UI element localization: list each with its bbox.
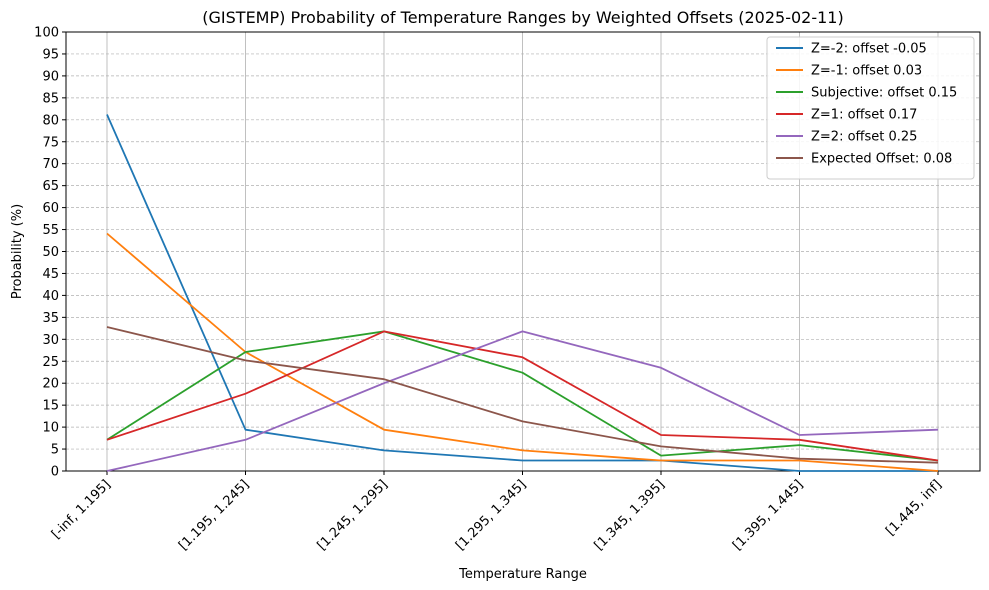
y-tick-label: 0 [51,465,59,480]
x-tick-label: [1.195, 1.245] [176,477,252,553]
legend: Z=-2: offset -0.05 Z=-1: offset 0.03 Subje… [766,36,975,180]
x-axis-title: Temperature Range [458,567,587,582]
series-line-3 [106,330,939,462]
y-tick-label: 75 [42,135,59,150]
y-tick-label: 85 [42,91,59,106]
y-tick-label: 60 [42,201,59,216]
x-tick-label: [1.445, inf] [883,477,945,539]
grid [66,31,980,472]
series-line-4 [106,330,939,462]
y-tick-label: 65 [42,179,59,194]
series-line-5 [106,330,939,472]
y-tick-label: 70 [42,157,59,172]
y-tick-label: 95 [42,47,59,62]
y-axis-title: Probability (%) [10,204,25,299]
series-line-6 [106,326,939,464]
x-tick-label: [1.245, 1.295] [315,477,391,553]
y-tick-label: 80 [42,113,59,128]
y-tick-label: 30 [42,333,59,348]
y-tick-label: 100 [34,26,59,41]
x-axis: [-inf, 1.195] [1.195, 1.245] [1.245, 1.295… [49,471,945,553]
legend-label: Subjective: offset 0.15 [811,86,957,101]
y-axis: 0 5 10 15 20 25 30 35 40 45 50 55 60 65 70 75 80 85 90 95 10… [34,26,66,480]
x-tick-label: [-inf, 1.195] [49,477,114,542]
chart-title: (GISTEMP) Probability of Temperature Ran… [202,8,843,27]
legend-label: Z=1: offset 0.17 [811,108,917,123]
x-tick-label: [1.395, 1.445] [730,477,806,553]
legend-label: Z=-2: offset -0.05 [811,42,927,57]
series-lines [106,114,939,472]
y-tick-label: 40 [42,289,59,304]
y-tick-label: 35 [42,311,59,326]
x-tick-label: [1.345, 1.395] [592,477,668,553]
y-tick-label: 15 [42,399,59,414]
y-tick-label: 90 [42,69,59,84]
legend-label: Z=-1: offset 0.03 [811,64,922,79]
y-tick-label: 20 [42,377,59,392]
y-tick-label: 45 [42,267,59,282]
legend-label: Expected Offset: 0.08 [811,152,952,167]
y-tick-label: 5 [51,443,59,458]
legend-label: Z=2: offset 0.25 [811,130,917,145]
x-tick-label: [1.295, 1.345] [453,477,529,553]
series-line-1 [106,114,938,472]
legend-box [766,36,975,180]
y-tick-label: 50 [42,245,59,260]
y-tick-label: 10 [42,421,59,436]
y-tick-label: 25 [42,355,59,370]
y-tick-label: 55 [42,223,59,238]
